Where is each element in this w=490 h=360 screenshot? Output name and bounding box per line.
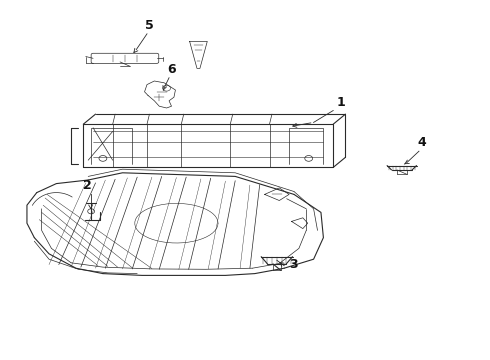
Text: 4: 4 bbox=[417, 136, 426, 149]
Text: 6: 6 bbox=[167, 63, 176, 76]
Text: 5: 5 bbox=[145, 19, 154, 32]
Text: 3: 3 bbox=[290, 258, 298, 271]
Text: 1: 1 bbox=[336, 96, 345, 109]
Text: 2: 2 bbox=[83, 179, 92, 192]
FancyBboxPatch shape bbox=[91, 53, 159, 63]
